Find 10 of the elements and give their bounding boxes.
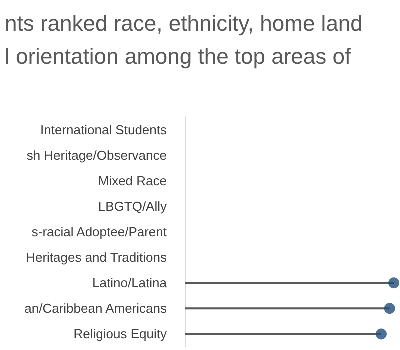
y-tick-label: International Students — [40, 122, 168, 138]
y-tick-label: LBGTQ/Ally — [98, 198, 168, 214]
y-tick-label: s-racial Adoptee/Parent — [32, 224, 168, 240]
y-tick-label: Latino/Latina — [92, 276, 168, 291]
y-tick-label: an/Caribbean Americans — [24, 301, 168, 316]
y-tick-label: Mixed Race — [98, 173, 167, 188]
y-tick-label: Religious Equity — [74, 326, 168, 342]
chart-title: nts ranked race, ethnicity, home land l orientation among the top areas of — [5, 11, 363, 69]
y-tick-label: Heritages and Traditions — [26, 250, 168, 266]
y-tick-label: sh Heritage/Observance — [26, 148, 167, 163]
